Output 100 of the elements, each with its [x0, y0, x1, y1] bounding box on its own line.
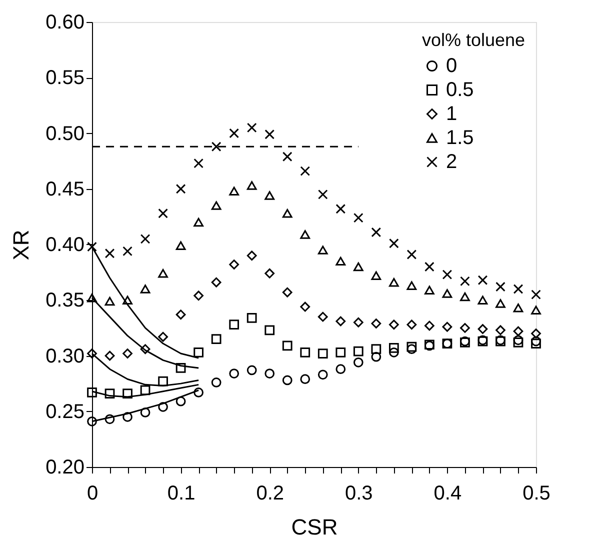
point [353, 317, 364, 328]
point [388, 343, 399, 353]
point [122, 296, 132, 304]
point [336, 347, 346, 358]
point [406, 250, 417, 260]
point [336, 316, 346, 326]
point [264, 191, 275, 200]
point [406, 281, 417, 290]
point [246, 250, 257, 261]
point [424, 320, 434, 331]
x-tick-label: 0.5 [522, 482, 550, 504]
point [353, 262, 364, 272]
point [264, 129, 275, 140]
point [531, 290, 541, 300]
point [194, 290, 204, 301]
point [104, 414, 115, 424]
point [229, 368, 240, 378]
point [282, 375, 292, 386]
point [229, 128, 240, 138]
point [158, 332, 168, 342]
point [478, 324, 488, 334]
x-axis-title: CSR [291, 514, 338, 540]
point [211, 334, 222, 344]
point [336, 364, 346, 374]
point [194, 347, 204, 358]
point [246, 181, 257, 190]
point [87, 416, 97, 426]
point [176, 310, 186, 320]
point [478, 296, 488, 304]
point [353, 358, 364, 368]
point [460, 276, 470, 286]
legend-label: 1 [446, 103, 458, 125]
point [388, 347, 399, 358]
point [353, 212, 364, 223]
point [336, 204, 346, 214]
point [282, 152, 292, 162]
point [371, 318, 382, 328]
point [158, 402, 168, 412]
point [371, 352, 382, 362]
y-tick-label: 0.60 [46, 12, 84, 34]
point [300, 347, 310, 358]
point [318, 348, 328, 358]
point [104, 248, 115, 258]
point [264, 325, 275, 336]
point [318, 246, 328, 254]
point [194, 388, 204, 398]
point [194, 158, 204, 168]
point [406, 344, 417, 354]
point [424, 262, 434, 272]
point [229, 260, 240, 270]
point [176, 241, 186, 250]
point [122, 246, 132, 256]
legend-label: 2 [446, 151, 458, 173]
point [424, 286, 434, 294]
x-tick-label: 0.3 [344, 482, 373, 504]
x-tick-label: 0 [86, 482, 98, 504]
point [158, 208, 168, 218]
point [531, 338, 541, 348]
point [176, 184, 186, 194]
point [122, 388, 132, 399]
point [371, 344, 382, 354]
point [442, 289, 452, 298]
y-tick-label: 0.45 [46, 178, 84, 200]
point [406, 342, 417, 352]
point [122, 348, 132, 358]
point [300, 302, 310, 312]
point [246, 365, 257, 376]
point [318, 370, 328, 380]
point [176, 363, 186, 373]
y-tick-label: 0.25 [46, 400, 84, 423]
point [211, 142, 222, 152]
point [318, 190, 328, 200]
legend-label: 0.5 [446, 79, 474, 101]
point [264, 368, 275, 378]
point [460, 292, 470, 302]
point [496, 299, 506, 308]
legend-label: 0 [446, 55, 458, 77]
point [211, 201, 222, 210]
point [478, 275, 488, 286]
point [336, 256, 346, 266]
point [496, 282, 506, 292]
point [264, 268, 275, 278]
point [246, 122, 257, 133]
point [194, 218, 204, 227]
x-tick-label: 0.4 [434, 482, 462, 504]
point [513, 304, 524, 312]
y-tick-label: 0.35 [46, 290, 84, 312]
x-tick-label: 0.2 [256, 482, 284, 504]
point [406, 320, 417, 330]
point [300, 374, 310, 384]
point [104, 388, 115, 399]
point [229, 186, 240, 196]
point [442, 322, 452, 332]
y-tick-label: 0.30 [46, 345, 84, 368]
point [300, 166, 310, 176]
point [104, 296, 115, 306]
point [87, 388, 97, 398]
y-tick-label: 0.40 [46, 234, 84, 256]
point [211, 378, 222, 388]
y-axis-title: XR [8, 230, 34, 260]
